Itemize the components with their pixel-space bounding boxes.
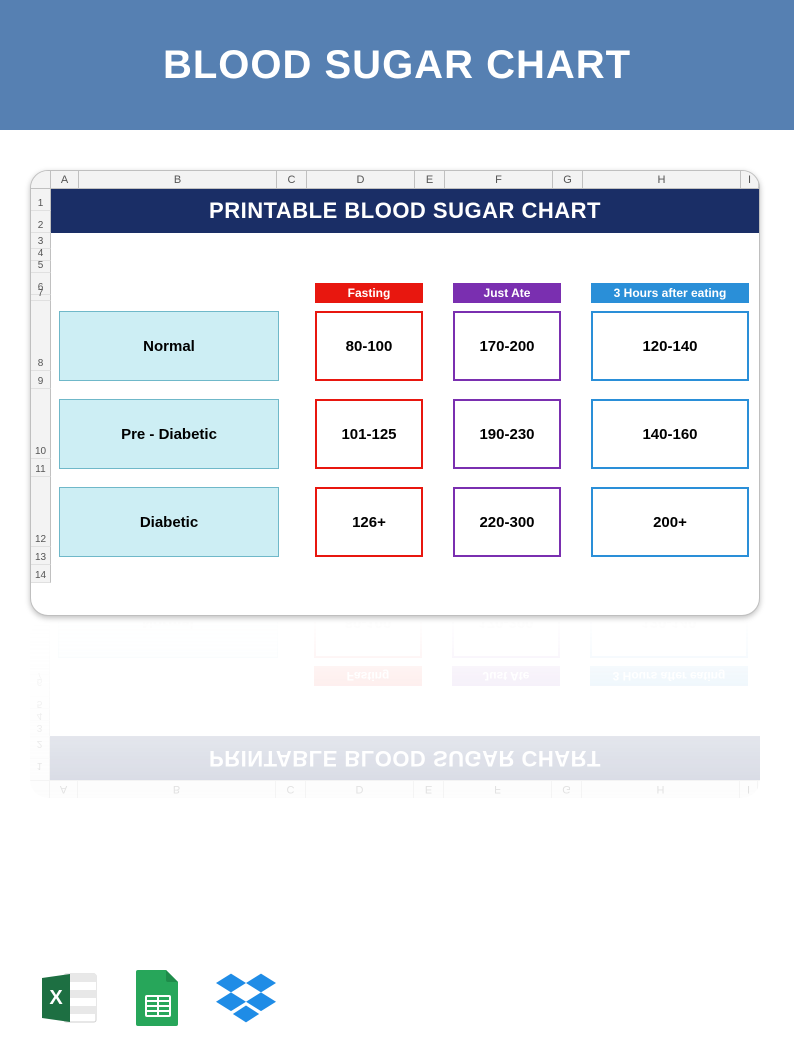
value-cell: 200+: [591, 487, 749, 557]
value-cell: 120-140: [590, 618, 748, 658]
value-cell: 140-160: [591, 399, 749, 469]
column-header-chips: Fasting Just Ate 3 Hours after eating: [51, 283, 759, 305]
value-cell: 170-200: [452, 618, 560, 658]
row-label-cell: Diabetic: [59, 487, 279, 557]
table-row: Pre - Diabetic 101-125 190-230 140-160: [51, 399, 759, 469]
value-cell: 220-300: [453, 487, 561, 557]
excel-icon[interactable]: X: [40, 968, 100, 1028]
column-letter: C: [276, 781, 306, 798]
value-cell: 80-100: [315, 311, 423, 381]
column-letters-row: ABCDEFGHI: [31, 171, 759, 189]
column-header-chip: Fasting: [315, 283, 423, 303]
row-number: 3: [31, 233, 51, 249]
column-letter: I: [741, 171, 759, 188]
column-letter: E: [415, 171, 445, 188]
column-letter: H: [582, 781, 740, 798]
column-letter: I: [740, 781, 758, 798]
row-number: 3: [30, 720, 50, 736]
value-cell: 120-140: [591, 311, 749, 381]
dropbox-icon[interactable]: [216, 968, 276, 1028]
column-letter: B: [79, 171, 277, 188]
spreadsheet-reflection: ABCDEFGHI1234567891011121314PRINTABLE BL…: [30, 618, 760, 798]
page-title: BLOOD SUGAR CHART: [163, 43, 631, 88]
google-sheets-icon[interactable]: [128, 968, 188, 1028]
column-header-chips: Fasting Just Ate 3 Hours after eating: [50, 664, 760, 686]
row-number: 13: [31, 547, 51, 565]
row-number: 7: [30, 668, 50, 674]
svg-text:X: X: [49, 987, 63, 1009]
value-cell: 170-200: [453, 311, 561, 381]
row-numbers-col: 1234567891011121314: [31, 189, 51, 615]
column-letter: G: [552, 781, 582, 798]
grid-area: PRINTABLE BLOOD SUGAR CHART Fasting Just A…: [51, 189, 759, 615]
table-row: Normal 80-100 170-200 120-140: [50, 618, 760, 658]
row-number: 1: [31, 189, 51, 211]
table-row: Diabetic 126+ 220-300 200+: [51, 487, 759, 557]
row-label-cell: Normal: [58, 618, 278, 658]
grid-area: PRINTABLE BLOOD SUGAR CHART Fasting Just A…: [50, 618, 760, 780]
column-letters-row: ABCDEFGHI: [30, 780, 760, 798]
column-letter: H: [583, 171, 741, 188]
row-number: 1: [30, 758, 50, 780]
column-letter: E: [414, 781, 444, 798]
row-number: 14: [31, 565, 51, 583]
row-number: 9: [31, 371, 51, 389]
row-number: 5: [30, 696, 50, 708]
column-header-chip: 3 Hours after eating: [591, 283, 749, 303]
row-number: 12: [31, 477, 51, 547]
row-number: 10: [31, 389, 51, 459]
corner-cell: [31, 171, 51, 188]
column-letter: D: [306, 781, 414, 798]
spreadsheet-preview: ABCDEFGHI1234567891011121314PRINTABLE BL…: [30, 170, 760, 616]
row-number: 2: [30, 736, 50, 758]
row-number: 4: [30, 708, 50, 720]
row-number: 5: [31, 261, 51, 273]
column-letter: C: [277, 171, 307, 188]
corner-cell: [30, 781, 50, 798]
column-letter: D: [307, 171, 415, 188]
column-header-chip: Just Ate: [452, 666, 560, 686]
download-icons-row: X: [40, 968, 276, 1028]
column-letter: G: [553, 171, 583, 188]
column-header-chip: 3 Hours after eating: [590, 666, 748, 686]
value-cell: 190-230: [453, 399, 561, 469]
page-header: BLOOD SUGAR CHART: [0, 0, 794, 130]
value-cell: 80-100: [314, 618, 422, 658]
sheet-title: PRINTABLE BLOOD SUGAR CHART: [50, 736, 760, 780]
row-numbers-col: 1234567891011121314: [30, 618, 50, 780]
column-letter: F: [445, 171, 553, 188]
column-letter: F: [444, 781, 552, 798]
row-label-cell: Pre - Diabetic: [59, 399, 279, 469]
row-number: 8: [31, 301, 51, 371]
column-letter: A: [50, 781, 78, 798]
column-header-chip: Fasting: [314, 666, 422, 686]
value-cell: 126+: [315, 487, 423, 557]
row-number: 2: [31, 211, 51, 233]
sheet-title: PRINTABLE BLOOD SUGAR CHART: [51, 189, 759, 233]
table-row: Normal 80-100 170-200 120-140: [51, 311, 759, 381]
row-number: 11: [31, 459, 51, 477]
column-header-chip: Just Ate: [453, 283, 561, 303]
preview-container: ABCDEFGHI1234567891011121314PRINTABLE BL…: [0, 130, 794, 798]
value-cell: 101-125: [315, 399, 423, 469]
row-number: 8: [30, 618, 50, 668]
column-letter: A: [51, 171, 79, 188]
row-label-cell: Normal: [59, 311, 279, 381]
column-letter: B: [78, 781, 276, 798]
